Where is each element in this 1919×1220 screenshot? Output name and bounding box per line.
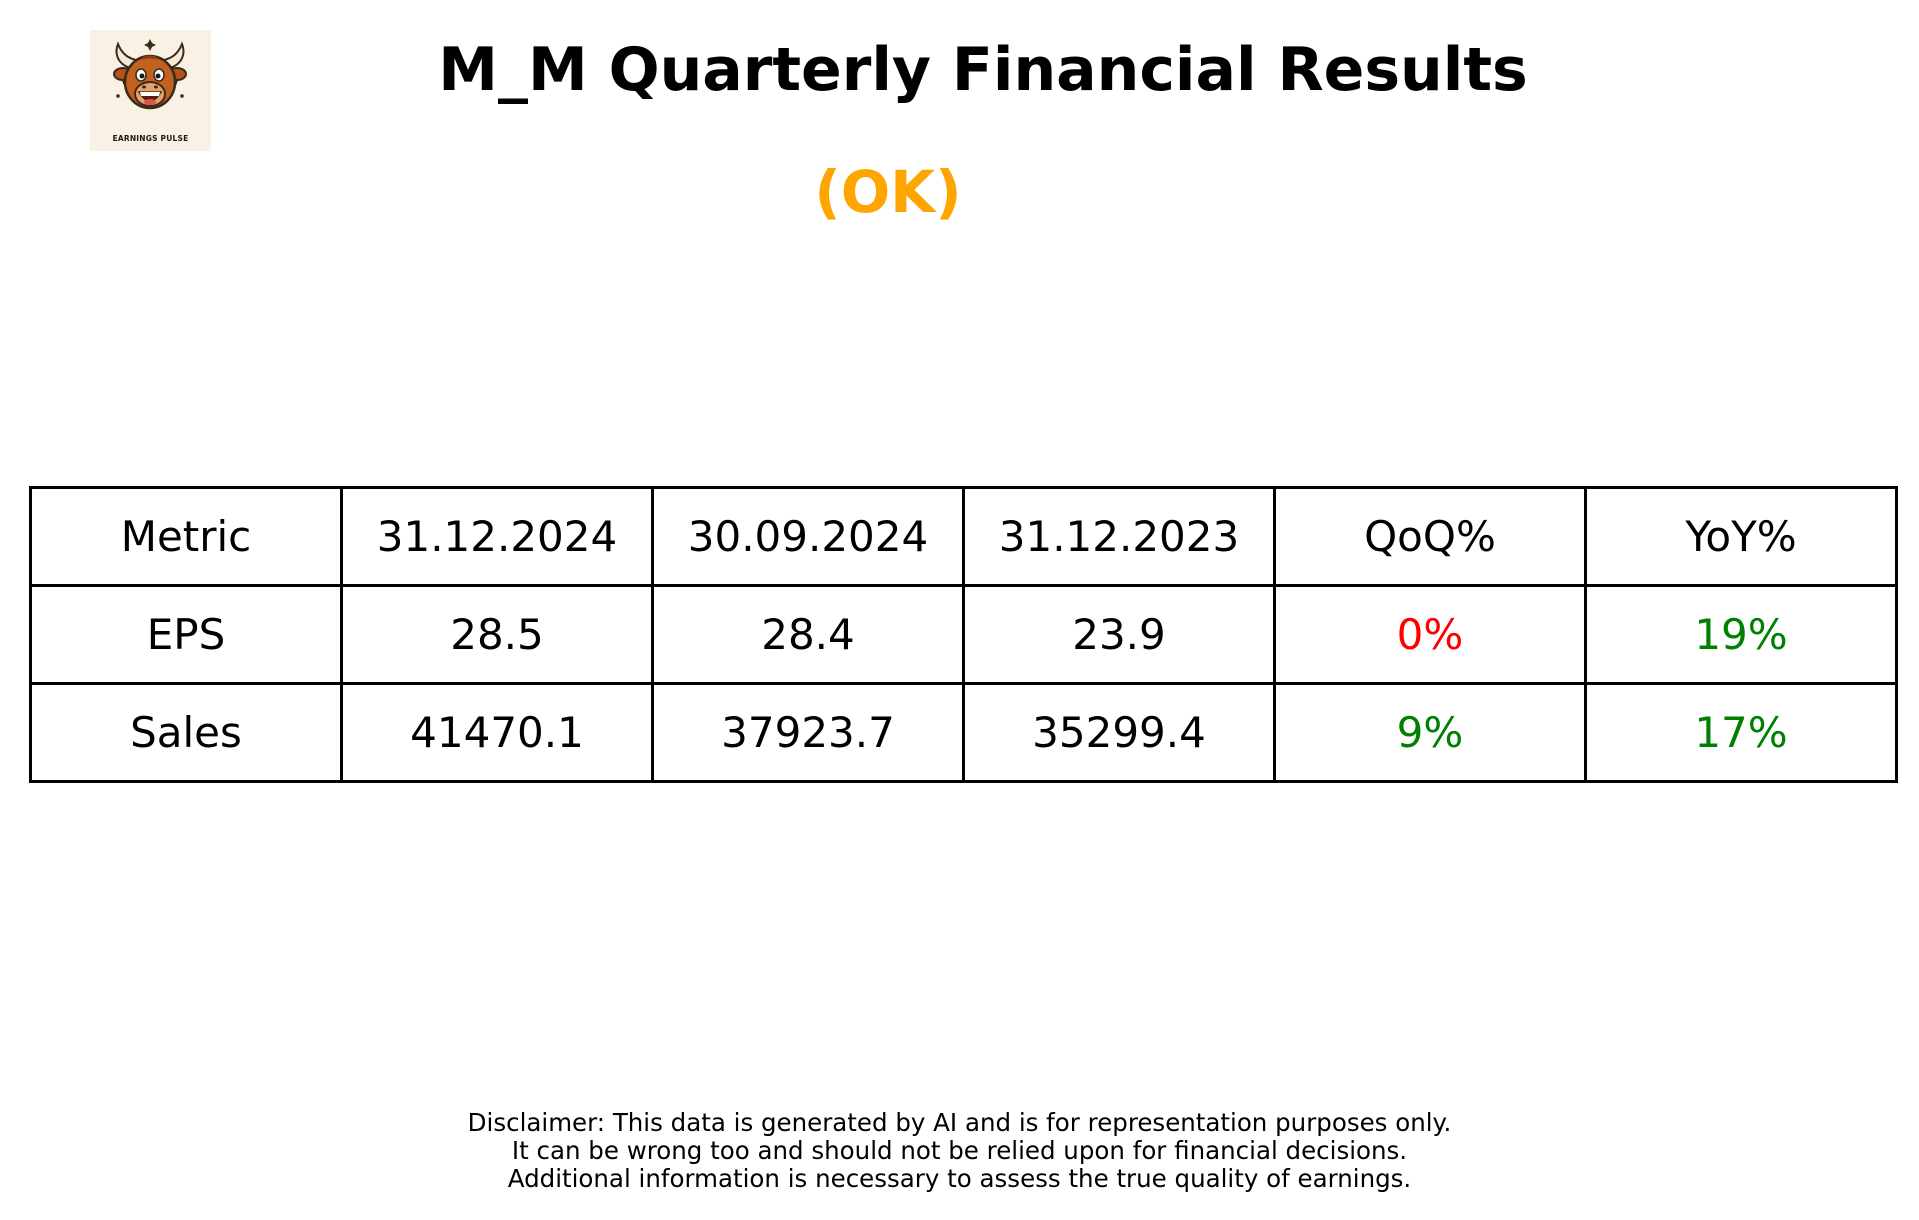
results-table: Metric 31.12.2024 30.09.2024 31.12.2023 … xyxy=(29,486,1898,783)
qoq-cell: 9% xyxy=(1273,682,1587,783)
earnings-pulse-logo: EARNINGS PULSE xyxy=(90,30,211,151)
column-header-metric: Metric xyxy=(29,486,343,587)
logo-text: EARNINGS PULSE xyxy=(112,134,189,143)
bull-mascot-icon xyxy=(113,39,187,110)
metric-cell: Sales xyxy=(29,682,343,783)
value-cell: 23.9 xyxy=(962,584,1276,685)
table-row-sales: Sales 41470.1 37923.7 35299.4 9% 17% xyxy=(29,682,1898,783)
value-cell: 28.4 xyxy=(651,584,965,685)
status-label: (OK) xyxy=(814,158,962,226)
column-header-year-ago-quarter: 31.12.2023 xyxy=(962,486,1276,587)
disclaimer-line: Disclaimer: This data is generated by AI… xyxy=(467,1108,1452,1137)
page-title: M_M Quarterly Financial Results xyxy=(438,35,1528,105)
table-header-row: Metric 31.12.2024 30.09.2024 31.12.2023 … xyxy=(29,486,1898,587)
column-header-yoy: YoY% xyxy=(1584,486,1898,587)
column-header-qoq: QoQ% xyxy=(1273,486,1587,587)
value-cell: 28.5 xyxy=(340,584,654,685)
value-cell: 41470.1 xyxy=(340,682,654,783)
yoy-cell: 19% xyxy=(1584,584,1898,685)
column-header-current-quarter: 31.12.2024 xyxy=(340,486,654,587)
disclaimer-line: Additional information is necessary to a… xyxy=(507,1164,1412,1193)
yoy-cell: 17% xyxy=(1584,682,1898,783)
column-header-previous-quarter: 30.09.2024 xyxy=(651,486,965,587)
value-cell: 37923.7 xyxy=(651,682,965,783)
table-row-eps: EPS 28.5 28.4 23.9 0% 19% xyxy=(29,584,1898,685)
disclaimer: Disclaimer: This data is generated by AI… xyxy=(0,1109,1919,1193)
metric-cell: EPS xyxy=(29,584,343,685)
qoq-cell: 0% xyxy=(1273,584,1587,685)
value-cell: 35299.4 xyxy=(962,682,1276,783)
disclaimer-line: It can be wrong too and should not be re… xyxy=(511,1136,1408,1165)
